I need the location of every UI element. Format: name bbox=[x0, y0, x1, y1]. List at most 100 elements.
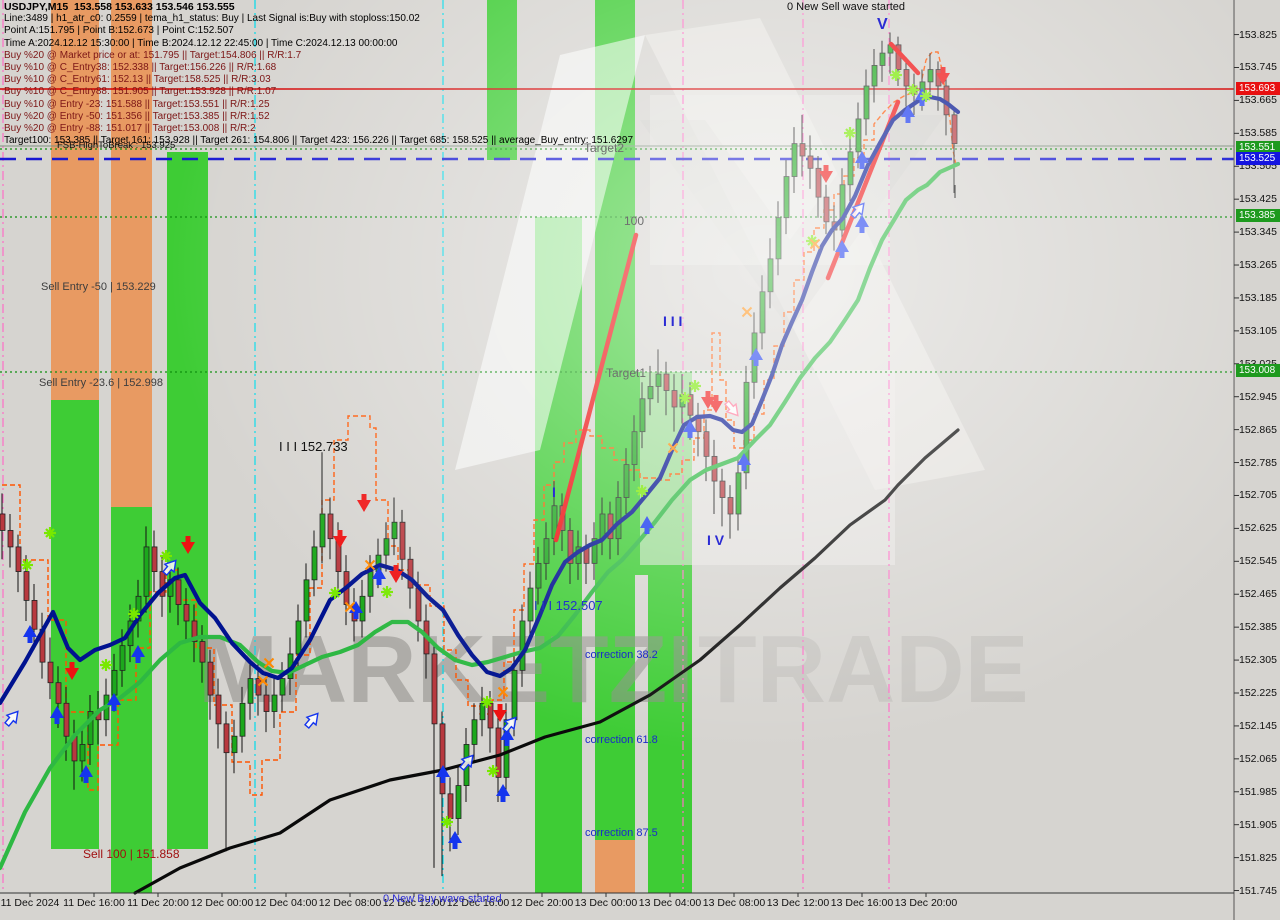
price-tick-label: 152.145 bbox=[1239, 719, 1277, 732]
time-axis-label: 12 Dec 12:00 bbox=[382, 897, 446, 909]
candle-bear bbox=[671, 390, 678, 408]
zone-band-green bbox=[487, 0, 517, 160]
candle-bear bbox=[223, 723, 230, 754]
candle-bear bbox=[447, 793, 454, 819]
candle-bull bbox=[295, 620, 302, 655]
zone-band-orange bbox=[111, 0, 152, 507]
candle-bear bbox=[903, 69, 910, 87]
candle-bull bbox=[303, 579, 310, 622]
candle-bear bbox=[407, 558, 414, 589]
candle-bull bbox=[231, 735, 238, 754]
candle-bull bbox=[455, 785, 462, 819]
candle-bull bbox=[791, 143, 798, 177]
candle-bull bbox=[535, 562, 542, 589]
time-axis-label: 13 Dec 20:00 bbox=[894, 897, 958, 909]
candle-bear bbox=[399, 521, 406, 560]
price-tick-label: 152.385 bbox=[1239, 621, 1277, 634]
candle-bull bbox=[247, 678, 254, 704]
candle-bull bbox=[639, 398, 646, 433]
time-axis[interactable]: 11 Dec 2024 11 Dec 16:00 11 Dec 20:00 12 De… bbox=[0, 894, 1234, 920]
candle-bear bbox=[0, 513, 6, 531]
candle-bear bbox=[719, 480, 726, 498]
candle-bear bbox=[23, 571, 30, 601]
candle-bull bbox=[767, 258, 774, 293]
candle-bear bbox=[175, 579, 182, 605]
candle-bull bbox=[847, 151, 854, 186]
candle-bull bbox=[623, 464, 630, 498]
candle-bear bbox=[15, 546, 22, 573]
candle-bull bbox=[879, 52, 886, 66]
candle-bear bbox=[703, 431, 710, 457]
candle-bull bbox=[311, 546, 318, 581]
price-tick-label: 153.745 bbox=[1239, 61, 1277, 74]
price-tick-label: 152.785 bbox=[1239, 456, 1277, 469]
time-axis-label: 11 Dec 16:00 bbox=[63, 897, 125, 909]
price-marker-chip: 153.008 bbox=[1236, 364, 1280, 378]
price-tick-label: 152.065 bbox=[1239, 752, 1277, 765]
candle-bear bbox=[823, 196, 830, 223]
price-tick-label: 152.625 bbox=[1239, 522, 1277, 535]
price-marker-chip: 153.525 bbox=[1236, 151, 1280, 165]
candle-bear bbox=[663, 373, 670, 391]
candle-bear bbox=[215, 694, 222, 725]
price-axis[interactable]: 153.825 153.745 153.665 153.585 153.505 153.4… bbox=[1236, 0, 1280, 920]
price-marker-chip: 153.693 bbox=[1236, 82, 1280, 96]
time-axis-label: 12 Dec 16:00 bbox=[446, 897, 510, 909]
time-axis-label: 11 Dec 20:00 bbox=[127, 897, 189, 909]
candle-bear bbox=[327, 513, 334, 540]
time-axis-label: 13 Dec 08:00 bbox=[702, 897, 766, 909]
candle-bear bbox=[807, 155, 814, 169]
candle-bull bbox=[775, 217, 782, 260]
zone-band-green bbox=[167, 152, 208, 849]
candle-bear bbox=[487, 702, 494, 729]
candle-bull bbox=[359, 595, 366, 622]
candle-bear bbox=[47, 661, 54, 684]
candle-bull bbox=[647, 386, 654, 400]
candle-bull bbox=[735, 472, 742, 515]
candle-bear bbox=[727, 497, 734, 515]
price-tick-label: 152.305 bbox=[1239, 654, 1277, 667]
candle-bear bbox=[63, 702, 70, 737]
price-tick-label: 153.425 bbox=[1239, 193, 1277, 206]
candle-bear bbox=[799, 143, 806, 157]
time-axis-label: 13 Dec 04:00 bbox=[638, 897, 702, 909]
watermark-text-light: TRADE bbox=[698, 616, 1029, 723]
time-axis-label: 13 Dec 12:00 bbox=[766, 897, 830, 909]
candle-bull bbox=[615, 497, 622, 540]
candle-bear bbox=[255, 678, 262, 696]
candle-bull bbox=[279, 678, 286, 696]
zone-band-orange bbox=[51, 0, 99, 400]
price-tick-label: 151.985 bbox=[1239, 785, 1277, 798]
candle-bull bbox=[79, 744, 86, 762]
price-tick-label: 153.825 bbox=[1239, 28, 1277, 41]
candle-bear bbox=[55, 682, 62, 704]
candle-bull bbox=[927, 69, 934, 83]
candle-bear bbox=[31, 600, 38, 630]
price-tick-label: 153.185 bbox=[1239, 291, 1277, 304]
candle-bear bbox=[151, 546, 158, 573]
candle-bull bbox=[143, 546, 150, 597]
candle-bull bbox=[383, 538, 390, 556]
candle-bull bbox=[119, 645, 126, 671]
price-tick-label: 151.905 bbox=[1239, 818, 1277, 831]
price-tick-label: 153.105 bbox=[1239, 324, 1277, 337]
candle-bull bbox=[871, 65, 878, 87]
zone-band-orange bbox=[595, 840, 635, 893]
time-axis-label: 12 Dec 04:00 bbox=[254, 897, 318, 909]
time-axis-label: 11 Dec 2024 bbox=[0, 897, 60, 909]
time-axis-label: 13 Dec 00:00 bbox=[574, 897, 638, 909]
candle-bear bbox=[951, 114, 958, 145]
candle-bear bbox=[199, 641, 206, 663]
candle-bear bbox=[7, 530, 14, 548]
price-tick-label: 152.865 bbox=[1239, 423, 1277, 436]
logo-block-bottom bbox=[640, 370, 895, 565]
candle-bull bbox=[391, 521, 398, 540]
price-tick-label: 153.585 bbox=[1239, 127, 1277, 140]
candle-bull bbox=[367, 571, 374, 597]
candle-bear bbox=[183, 604, 190, 622]
price-tick-label: 152.225 bbox=[1239, 687, 1277, 699]
candle-bull bbox=[855, 118, 862, 153]
candle-bull bbox=[271, 694, 278, 712]
